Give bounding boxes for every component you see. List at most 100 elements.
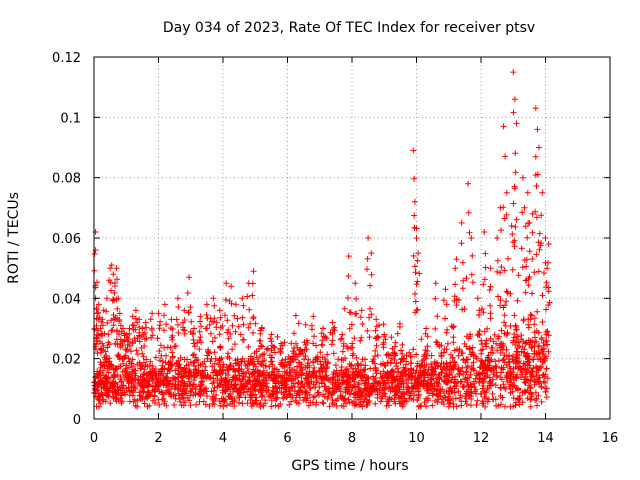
data-point xyxy=(545,241,552,247)
data-point xyxy=(236,394,243,401)
data-point xyxy=(373,323,380,330)
data-point xyxy=(363,402,370,409)
data-point xyxy=(267,352,273,359)
data-point xyxy=(227,390,234,397)
data-point xyxy=(130,389,137,396)
data-point xyxy=(364,327,371,334)
data-point xyxy=(93,306,100,313)
data-point xyxy=(466,346,473,353)
data-point xyxy=(411,212,418,219)
data-point xyxy=(423,350,430,357)
data-point xyxy=(403,372,410,379)
data-point xyxy=(196,337,203,344)
data-point xyxy=(373,342,380,349)
data-point xyxy=(97,377,104,384)
data-point xyxy=(467,402,474,409)
data-point xyxy=(456,370,463,377)
data-point xyxy=(399,377,406,384)
data-point xyxy=(503,288,510,295)
data-point xyxy=(304,380,311,387)
data-point xyxy=(391,398,398,405)
data-point xyxy=(542,379,549,386)
data-point xyxy=(283,369,290,376)
data-point xyxy=(453,256,460,263)
data-point xyxy=(472,386,479,393)
data-point xyxy=(400,364,407,371)
data-point xyxy=(260,377,267,384)
data-point xyxy=(309,326,315,333)
data-point xyxy=(351,374,358,381)
data-point xyxy=(291,330,297,337)
data-point xyxy=(236,399,242,406)
data-point xyxy=(510,109,517,116)
data-point xyxy=(525,282,532,289)
data-point xyxy=(216,382,223,389)
data-point xyxy=(211,384,218,391)
data-point xyxy=(154,335,161,342)
data-point xyxy=(250,314,257,320)
data-point xyxy=(231,341,238,348)
data-point xyxy=(485,357,491,364)
data-point xyxy=(210,295,217,302)
data-point xyxy=(539,319,546,325)
data-point xyxy=(480,309,487,316)
data-point xyxy=(147,316,154,323)
data-point xyxy=(545,332,552,339)
data-point xyxy=(512,402,519,409)
data-point xyxy=(332,379,339,386)
data-point xyxy=(294,374,301,381)
data-point xyxy=(162,373,169,380)
data-point xyxy=(204,315,211,322)
x-tick-label: 2 xyxy=(154,431,162,446)
data-point xyxy=(200,398,207,405)
data-point xyxy=(523,376,530,383)
y-tick-label: 0.1 xyxy=(60,111,81,126)
data-point xyxy=(320,400,327,407)
data-point xyxy=(126,387,133,394)
data-point xyxy=(239,295,246,302)
data-point xyxy=(478,350,485,357)
data-point xyxy=(398,369,405,376)
data-point xyxy=(449,374,456,381)
data-point xyxy=(468,271,475,278)
data-point xyxy=(197,382,204,389)
data-point xyxy=(417,381,424,388)
data-point xyxy=(280,363,287,369)
data-point xyxy=(519,209,526,216)
data-point xyxy=(484,385,491,391)
data-point xyxy=(482,264,489,271)
data-point xyxy=(202,367,208,374)
data-point xyxy=(501,267,508,274)
data-point xyxy=(147,391,154,398)
data-point xyxy=(173,316,180,323)
data-point xyxy=(463,401,470,407)
data-point xyxy=(296,394,303,401)
data-point xyxy=(268,403,275,410)
data-point xyxy=(387,359,394,366)
data-point xyxy=(511,331,518,338)
data-point xyxy=(525,321,532,328)
data-point xyxy=(95,301,102,308)
data-point xyxy=(187,359,194,365)
data-point xyxy=(450,365,457,372)
data-point xyxy=(350,350,357,357)
data-point xyxy=(532,153,539,160)
data-point xyxy=(147,358,154,365)
data-point xyxy=(249,292,256,299)
data-point xyxy=(263,387,270,394)
data-point xyxy=(368,388,375,395)
data-point xyxy=(310,313,317,320)
data-point xyxy=(412,298,419,305)
data-point xyxy=(393,360,400,367)
data-point xyxy=(217,344,224,351)
data-point xyxy=(115,295,122,302)
data-point xyxy=(111,290,118,296)
data-point xyxy=(186,397,193,404)
data-point xyxy=(276,384,283,391)
data-point xyxy=(107,279,114,286)
data-point xyxy=(112,280,118,287)
data-point xyxy=(298,361,305,368)
data-point xyxy=(408,353,415,360)
data-point xyxy=(271,365,278,372)
x-tick-label: 6 xyxy=(283,431,291,446)
